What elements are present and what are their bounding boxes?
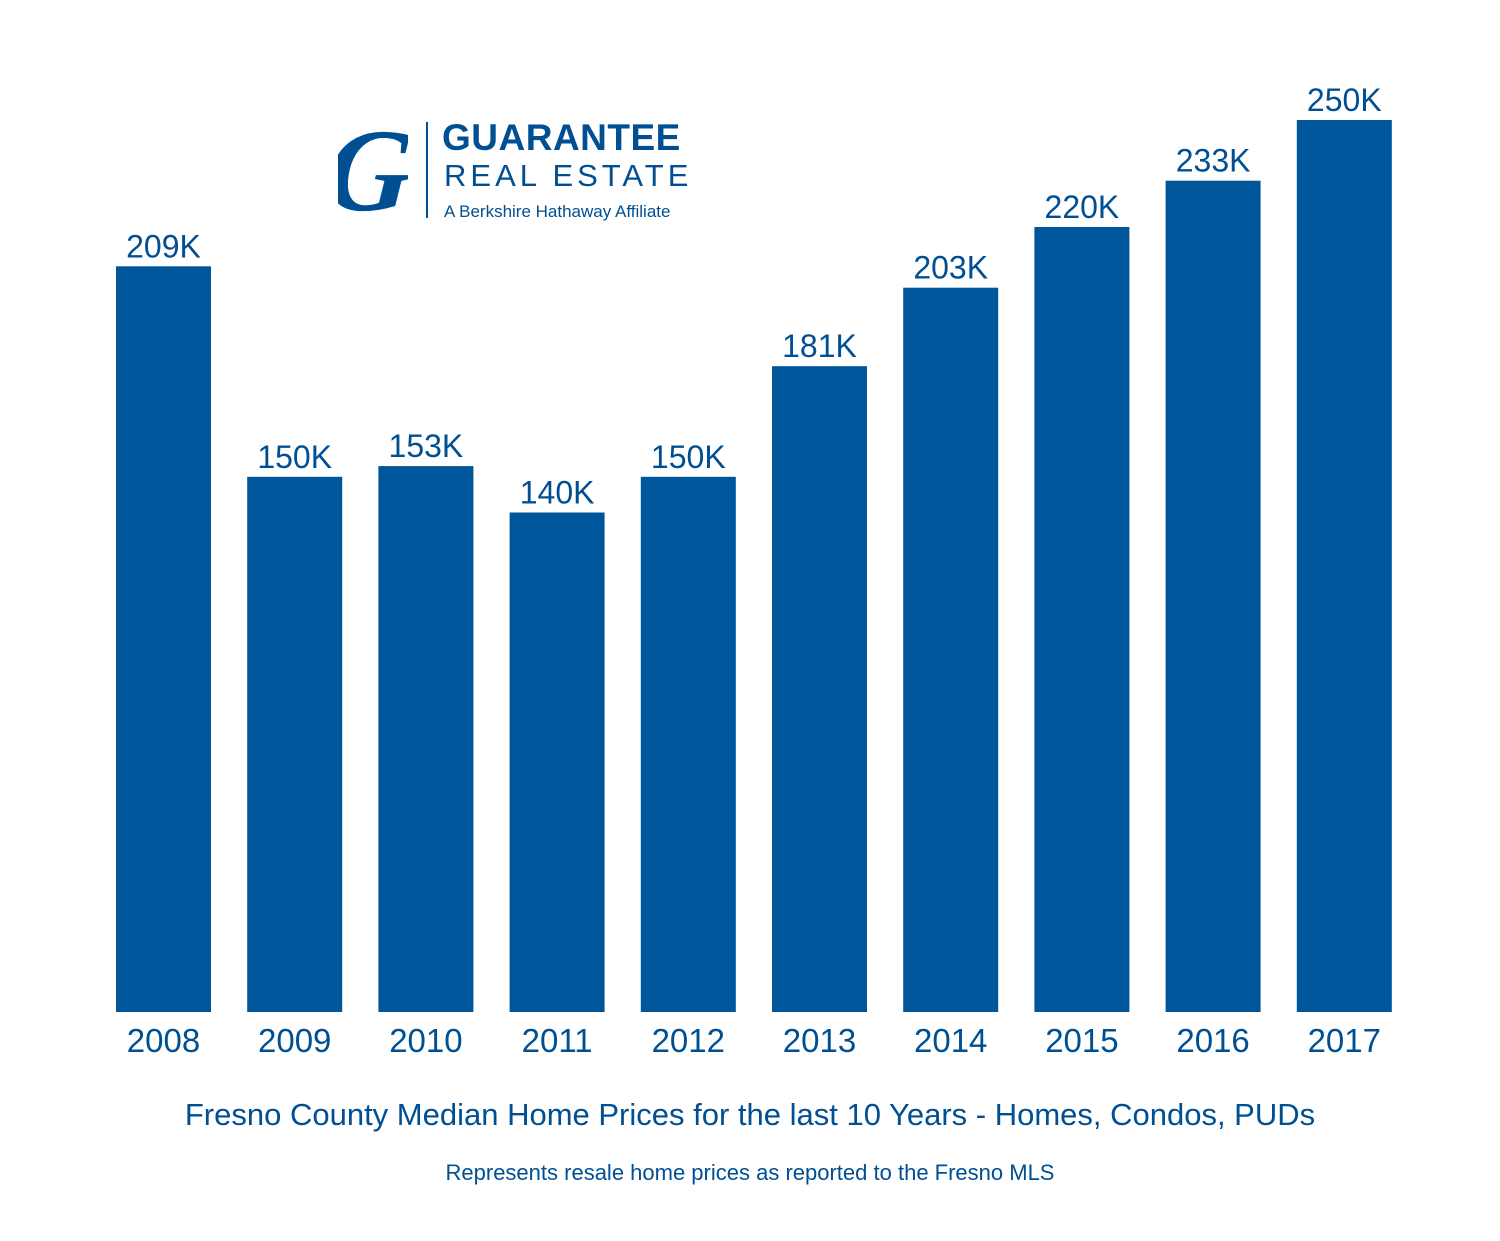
bar-2011 (509, 512, 605, 1012)
value-label-2011: 140K (520, 475, 595, 511)
category-labels: 2008 2009 2010 2011 2012 2013 2014 2015 2016 2017 (127, 1022, 1381, 1059)
value-label-2017: 250K (1307, 82, 1382, 118)
bar-2017 (1296, 120, 1392, 1012)
category-label-2010: 2010 (389, 1022, 462, 1059)
svg-text:G: G (338, 118, 408, 223)
bar-2015 (1034, 227, 1130, 1012)
category-label-2011: 2011 (522, 1022, 593, 1059)
bar-2010 (378, 466, 474, 1013)
category-label-2009: 2009 (258, 1022, 331, 1059)
value-labels: 209K 150K 153K 140K 150K 181K 203K 220K 233K 250K (126, 82, 1382, 511)
bar-2008 (116, 266, 211, 1012)
bar-2013 (772, 366, 867, 1012)
category-label-2008: 2008 (127, 1022, 200, 1059)
category-label-2014: 2014 (914, 1022, 987, 1059)
category-label-2015: 2015 (1045, 1022, 1118, 1059)
logo-company-name: GUARANTEE (442, 117, 681, 158)
category-label-2017: 2017 (1308, 1022, 1381, 1059)
company-logo: G GUARANTEE REAL ESTATE A Berkshire Hath… (338, 118, 718, 228)
value-label-2009: 150K (257, 439, 332, 475)
chart-subtitle: Represents resale home prices as reporte… (445, 1160, 1055, 1185)
value-label-2008: 209K (126, 228, 201, 264)
value-label-2014: 203K (913, 250, 988, 286)
bar-2016 (1165, 180, 1261, 1012)
logo-tagline: A Berkshire Hathaway Affiliate (444, 202, 671, 221)
bar-2012 (640, 476, 736, 1012)
category-label-2012: 2012 (652, 1022, 725, 1059)
bar-2009 (247, 476, 343, 1012)
guarantee-g-logo-mark: G (338, 118, 408, 223)
value-label-2010: 153K (389, 428, 464, 464)
value-label-2015: 220K (1045, 189, 1120, 225)
bar-2014 (903, 287, 999, 1012)
value-label-2013: 181K (782, 328, 857, 364)
value-label-2016: 233K (1176, 143, 1251, 179)
value-label-2012: 150K (651, 439, 726, 475)
chart-title: Fresno County Median Home Prices for the… (184, 1097, 1316, 1132)
category-label-2013: 2013 (783, 1022, 856, 1059)
logo-company-subname: REAL ESTATE (444, 158, 693, 193)
category-label-2016: 2016 (1176, 1022, 1249, 1059)
bars (116, 120, 1392, 1013)
logo-divider (426, 122, 428, 218)
